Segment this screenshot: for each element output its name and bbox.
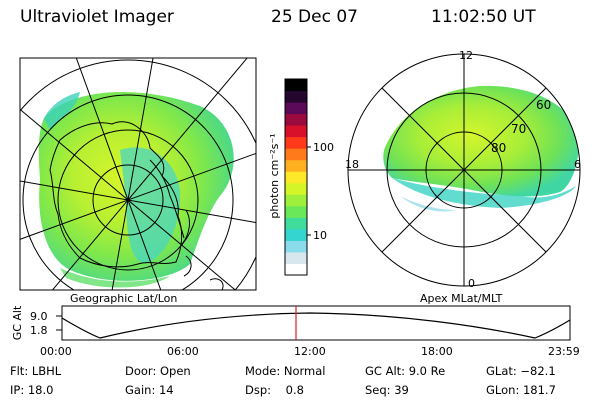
colorbar-segment [285, 252, 307, 264]
mlat-label-70: 70 [511, 122, 526, 136]
left-caption: Geographic Lat/Lon [70, 292, 177, 305]
alt-tick-1-8: 1.8 [30, 324, 48, 337]
colorbar-segment [285, 102, 307, 114]
magnetic-grid [348, 54, 580, 286]
info-mode: Mode: Normal [245, 364, 325, 378]
time-tick-1800: 18:00 [421, 345, 453, 358]
mlt-label-12: 12 [459, 49, 473, 62]
colorbar-segment [285, 183, 307, 195]
time-tick-0000: 00:00 [40, 345, 72, 358]
colorbar-segment [285, 206, 307, 218]
info-dsp: Dsp: 0.8 [245, 383, 304, 397]
colorbar-segment [285, 91, 307, 103]
mlt-label-0: 0 [468, 277, 475, 290]
info-gain: Gain: 14 [125, 383, 174, 397]
alt-axis-label: GC Alt [11, 305, 24, 340]
info-seq: Seq: 39 [365, 383, 409, 397]
colorbar-unit-label: photon cm⁻²s⁻¹ [268, 133, 281, 218]
info-ip: IP: 18.0 [10, 383, 53, 397]
colorbar-tick-100: 100 [313, 141, 334, 154]
colorbar-segment [285, 148, 307, 160]
info-glat: GLat: −82.1 [486, 364, 556, 378]
mlat-label-60: 60 [536, 98, 551, 112]
colorbar-segment [285, 229, 307, 241]
colorbar-segment [285, 137, 307, 149]
magnetic-map-panel: 12 18 6 0 60 70 80 [345, 49, 581, 290]
altitude-curve [62, 313, 570, 338]
info-flight: Flt: LBHL [10, 364, 61, 378]
time-tick-1200: 12:00 [294, 345, 326, 358]
mlat-label-80: 80 [491, 141, 506, 155]
colorbar-segment [285, 217, 307, 229]
mlt-label-18: 18 [345, 158, 359, 171]
colorbar-segment [285, 79, 307, 91]
altitude-strip-frame [62, 306, 570, 340]
colorbar-segment [285, 263, 307, 275]
right-caption: Apex MLat/MLT [420, 292, 503, 305]
altitude-strip: 9.0 1.8 GC Alt [11, 305, 570, 340]
colorbar-segment [285, 160, 307, 172]
info-glon: GLon: 181.7 [486, 383, 556, 397]
info-door: Door: Open [125, 364, 191, 378]
colorbar-segment [285, 114, 307, 126]
colorbar-segment [285, 194, 307, 206]
info-gc-alt: GC Alt: 9.0 Re [365, 364, 445, 378]
colorbar-tick-10: 10 [313, 229, 327, 242]
colorbar: 100 10 photon cm⁻²s⁻¹ [268, 79, 334, 276]
alt-tick-9: 9.0 [30, 310, 48, 323]
colorbar-segment [285, 240, 307, 252]
colorbar-segment [285, 171, 307, 183]
colorbar-segment [285, 125, 307, 137]
mlt-label-6: 6 [574, 158, 581, 171]
time-tick-0600: 06:00 [167, 345, 199, 358]
time-tick-2359: 23:59 [548, 345, 580, 358]
